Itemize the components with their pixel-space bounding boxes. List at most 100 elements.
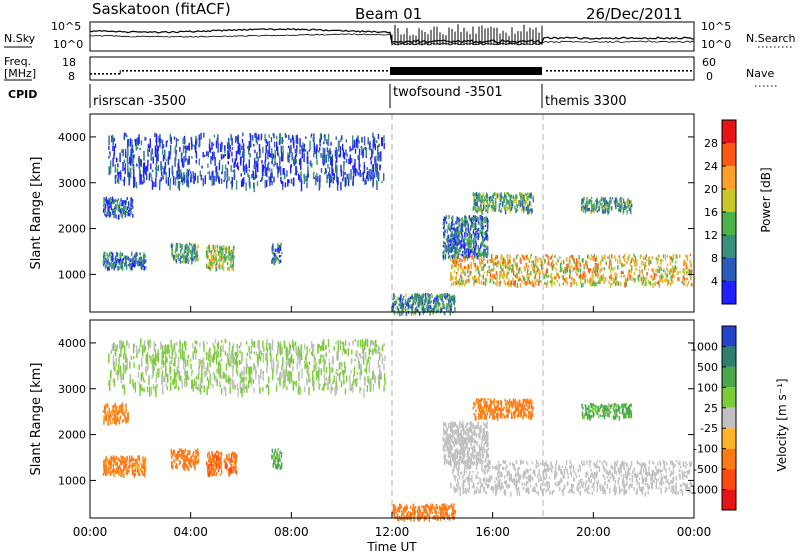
scatter-cell bbox=[365, 175, 368, 179]
scatter-cell bbox=[633, 259, 636, 264]
scatter-cell bbox=[578, 255, 580, 260]
scatter-cell bbox=[250, 345, 253, 352]
scatter-cell bbox=[209, 262, 211, 267]
freq-dot bbox=[322, 70, 324, 72]
scatter-cell bbox=[585, 273, 587, 276]
scatter-cell bbox=[662, 275, 664, 279]
scatter-cell bbox=[503, 261, 505, 264]
scatter-cell bbox=[465, 227, 467, 230]
scatter-cell bbox=[220, 358, 223, 362]
scatter-cell bbox=[512, 277, 514, 283]
scatter-cell bbox=[455, 263, 457, 266]
scatter-cell bbox=[166, 386, 168, 390]
scatter-cell bbox=[133, 179, 135, 189]
scatter-cell bbox=[407, 303, 409, 307]
scatter-cell bbox=[293, 156, 296, 162]
scatter-cell bbox=[456, 280, 459, 285]
scatter-cell bbox=[204, 175, 206, 185]
scatter-cell bbox=[207, 379, 210, 389]
scatter-cell bbox=[111, 409, 113, 414]
scatter-cell bbox=[376, 140, 378, 143]
scatter-cell bbox=[505, 192, 508, 195]
scatter-cell bbox=[134, 260, 136, 263]
scatter-cell bbox=[591, 271, 593, 277]
scatter-cell bbox=[322, 342, 325, 351]
scatter-cell bbox=[445, 221, 448, 225]
scatter-cell bbox=[336, 171, 338, 180]
scatter-cell bbox=[298, 350, 300, 359]
scatter-cell bbox=[479, 258, 481, 262]
scatter-cell bbox=[467, 264, 470, 269]
scatter-cell bbox=[506, 206, 508, 210]
scatter-cell bbox=[108, 200, 110, 205]
scatter-cell bbox=[473, 199, 476, 202]
scatter-cell bbox=[519, 260, 521, 263]
scatter-cell bbox=[135, 181, 138, 189]
scatter-cell bbox=[233, 245, 235, 250]
scatter-cell bbox=[279, 378, 281, 386]
freq-dot bbox=[146, 70, 148, 72]
scatter-cell bbox=[413, 299, 415, 303]
scatter-cell bbox=[133, 263, 135, 267]
scatter-cell bbox=[427, 300, 429, 303]
scatter-cell bbox=[187, 359, 189, 366]
scatter-cell bbox=[369, 169, 371, 178]
freq-dot bbox=[634, 70, 636, 72]
scatter-cell bbox=[533, 270, 536, 274]
scatter-cell bbox=[504, 194, 506, 198]
scatter-cell bbox=[331, 367, 334, 373]
freq-dot bbox=[286, 70, 288, 72]
freq-dot bbox=[626, 70, 628, 72]
colorbar-swatch bbox=[722, 120, 736, 143]
scatter-cell bbox=[308, 348, 311, 353]
scatter-cell bbox=[619, 208, 622, 213]
scatter-cell bbox=[313, 364, 315, 373]
scatter-cell bbox=[504, 261, 507, 267]
scatter-cell bbox=[176, 243, 178, 247]
scatter-cell bbox=[169, 133, 171, 142]
scatter-cell bbox=[309, 140, 311, 151]
scatter-cell bbox=[213, 252, 215, 255]
scatter-cell bbox=[335, 371, 337, 374]
scatter-cell bbox=[304, 364, 306, 370]
scatter-cell bbox=[169, 360, 171, 368]
scatter-cell bbox=[185, 359, 187, 368]
scatter-cell bbox=[443, 293, 445, 297]
scatter-cell bbox=[266, 179, 268, 187]
scatter-cell bbox=[486, 234, 488, 238]
scatter-cell bbox=[458, 217, 460, 223]
scatter-cell bbox=[590, 199, 593, 205]
scatter-cell bbox=[160, 138, 162, 144]
scatter-cell bbox=[611, 206, 613, 211]
scatter-cell bbox=[588, 268, 590, 273]
scatter-cell bbox=[469, 217, 471, 221]
scatter-cell bbox=[473, 237, 475, 241]
scatter-cell bbox=[313, 133, 315, 143]
scatter-cell bbox=[118, 260, 120, 265]
scatter-cell bbox=[401, 303, 404, 307]
scatter-cell bbox=[171, 251, 173, 256]
scatter-cell bbox=[586, 260, 588, 264]
scatter-cell bbox=[350, 370, 352, 374]
scatter-cell bbox=[184, 246, 186, 251]
scatter-cell bbox=[535, 269, 538, 275]
scatter-cell bbox=[155, 377, 157, 383]
scatter-cell bbox=[191, 257, 193, 261]
scatter-cell bbox=[610, 277, 612, 281]
scatter-cell bbox=[345, 179, 347, 186]
scatter-cell bbox=[434, 299, 437, 305]
scatter-cell bbox=[300, 157, 302, 168]
scatter-cell bbox=[546, 263, 549, 266]
scatter-cell bbox=[128, 171, 130, 178]
scatter-cell bbox=[443, 250, 445, 254]
scatter-cell bbox=[454, 276, 457, 280]
scatter-cell bbox=[340, 169, 343, 177]
scatter-cell bbox=[119, 339, 121, 349]
scatter-cell bbox=[207, 362, 209, 371]
scatter-cell bbox=[678, 277, 680, 282]
scatter-cell bbox=[276, 135, 278, 140]
scatter-cell bbox=[429, 294, 431, 299]
scatter-cell bbox=[377, 145, 379, 156]
scatter-cell bbox=[243, 155, 245, 163]
scatter-cell bbox=[109, 154, 111, 157]
